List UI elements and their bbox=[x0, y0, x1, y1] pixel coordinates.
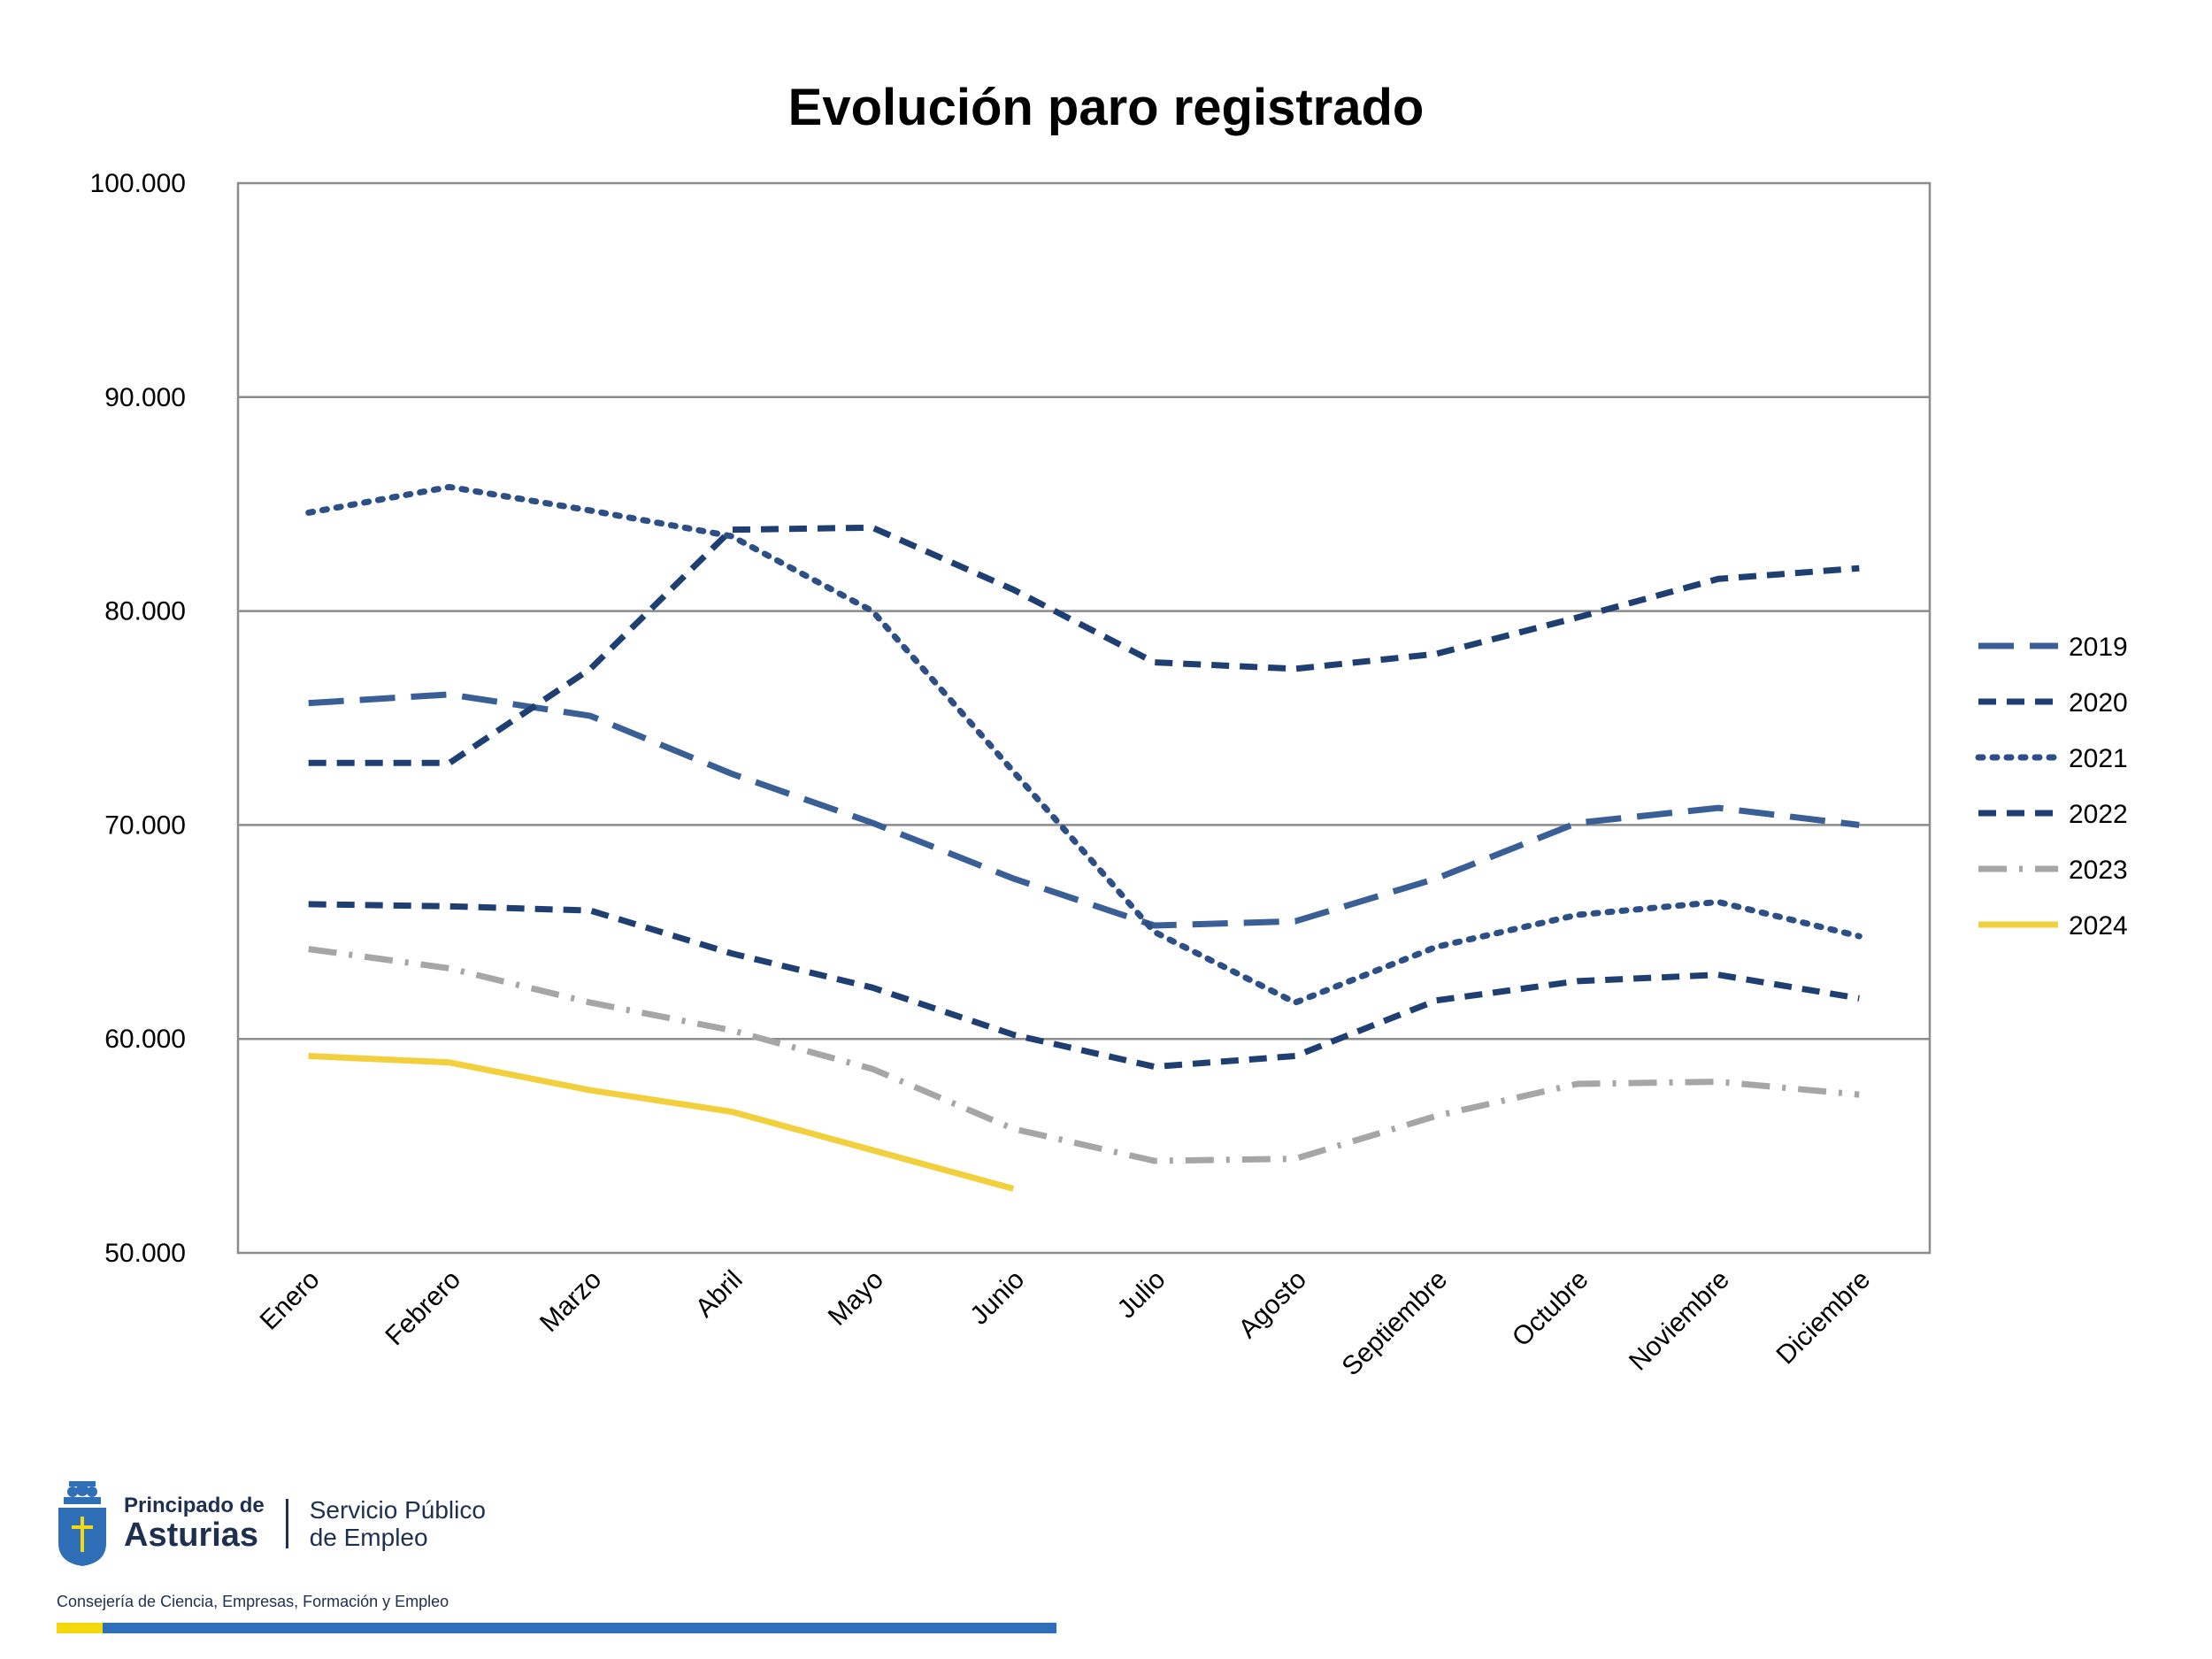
x-tick-label: Febrero bbox=[380, 1265, 466, 1352]
x-tick-label: Diciembre bbox=[1770, 1265, 1876, 1371]
y-tick-label: 50.000 bbox=[104, 1239, 186, 1268]
y-tick-label: 70.000 bbox=[104, 810, 186, 840]
consejeria-text: Consejería de Ciencia, Empresas, Formaci… bbox=[57, 1593, 449, 1610]
legend-label-2024: 2024 bbox=[2069, 911, 2128, 941]
x-tick-label: Julio bbox=[1112, 1265, 1171, 1325]
org-line-2: Asturias bbox=[124, 1517, 259, 1554]
x-tick-label: Enero bbox=[255, 1265, 326, 1336]
footer-accent-bar-blue bbox=[103, 1623, 1056, 1633]
org-line-1: Principado de bbox=[124, 1494, 265, 1517]
series-line-2019 bbox=[308, 691, 1860, 929]
chart-title: Evolución paro registrado bbox=[788, 79, 1425, 136]
series-line-2021 bbox=[305, 483, 1863, 1006]
x-tick-label: Abril bbox=[690, 1265, 749, 1324]
x-tick-label: Agosto bbox=[1233, 1265, 1312, 1344]
legend-label-2020: 2020 bbox=[2069, 688, 2128, 718]
service-name: Servicio Público de Empleo bbox=[310, 1496, 486, 1552]
x-tick-label: Octubre bbox=[1507, 1265, 1594, 1353]
x-tick-label: Junio bbox=[964, 1265, 1030, 1331]
organization-name: Principado de Asturias bbox=[124, 1494, 265, 1554]
line-chart: Evolución paro registrado 50.000 60.000 70… bbox=[90, 79, 2128, 1382]
legend-label-2019: 2019 bbox=[2069, 633, 2128, 662]
service-line-1: Servicio Público bbox=[309, 1495, 486, 1524]
legend-label-2021: 2021 bbox=[2069, 744, 2128, 773]
x-tick-label: Marzo bbox=[534, 1265, 607, 1338]
legend-label-2023: 2023 bbox=[2069, 856, 2128, 885]
series-line-2024 bbox=[308, 1053, 1015, 1192]
footer-accent-bar-yellow bbox=[57, 1623, 103, 1633]
series-line-2020 bbox=[308, 524, 1860, 766]
service-line-2: de Empleo bbox=[309, 1524, 428, 1551]
y-tick-label: 90.000 bbox=[104, 383, 186, 412]
organization-logo: Principado de Asturias Servicio Público … bbox=[57, 1479, 486, 1568]
y-tick-label: 80.000 bbox=[104, 597, 186, 626]
footer: Principado de Asturias Servicio Público … bbox=[57, 1479, 1056, 1639]
plot-area-border bbox=[236, 181, 1932, 1255]
y-tick-label: 60.000 bbox=[104, 1025, 186, 1054]
asturias-coat-of-arms-icon bbox=[58, 1481, 106, 1566]
x-tick-label: Mayo bbox=[823, 1265, 889, 1332]
logo-divider bbox=[285, 1499, 288, 1548]
y-tick-label: 100.000 bbox=[90, 169, 186, 198]
legend-label-2022: 2022 bbox=[2069, 800, 2128, 829]
series-line-2022 bbox=[308, 901, 1860, 1071]
x-tick-label: Noviembre bbox=[1624, 1265, 1735, 1377]
series-line-2023 bbox=[308, 946, 1860, 1164]
x-tick-label: Septiembre bbox=[1336, 1265, 1453, 1382]
